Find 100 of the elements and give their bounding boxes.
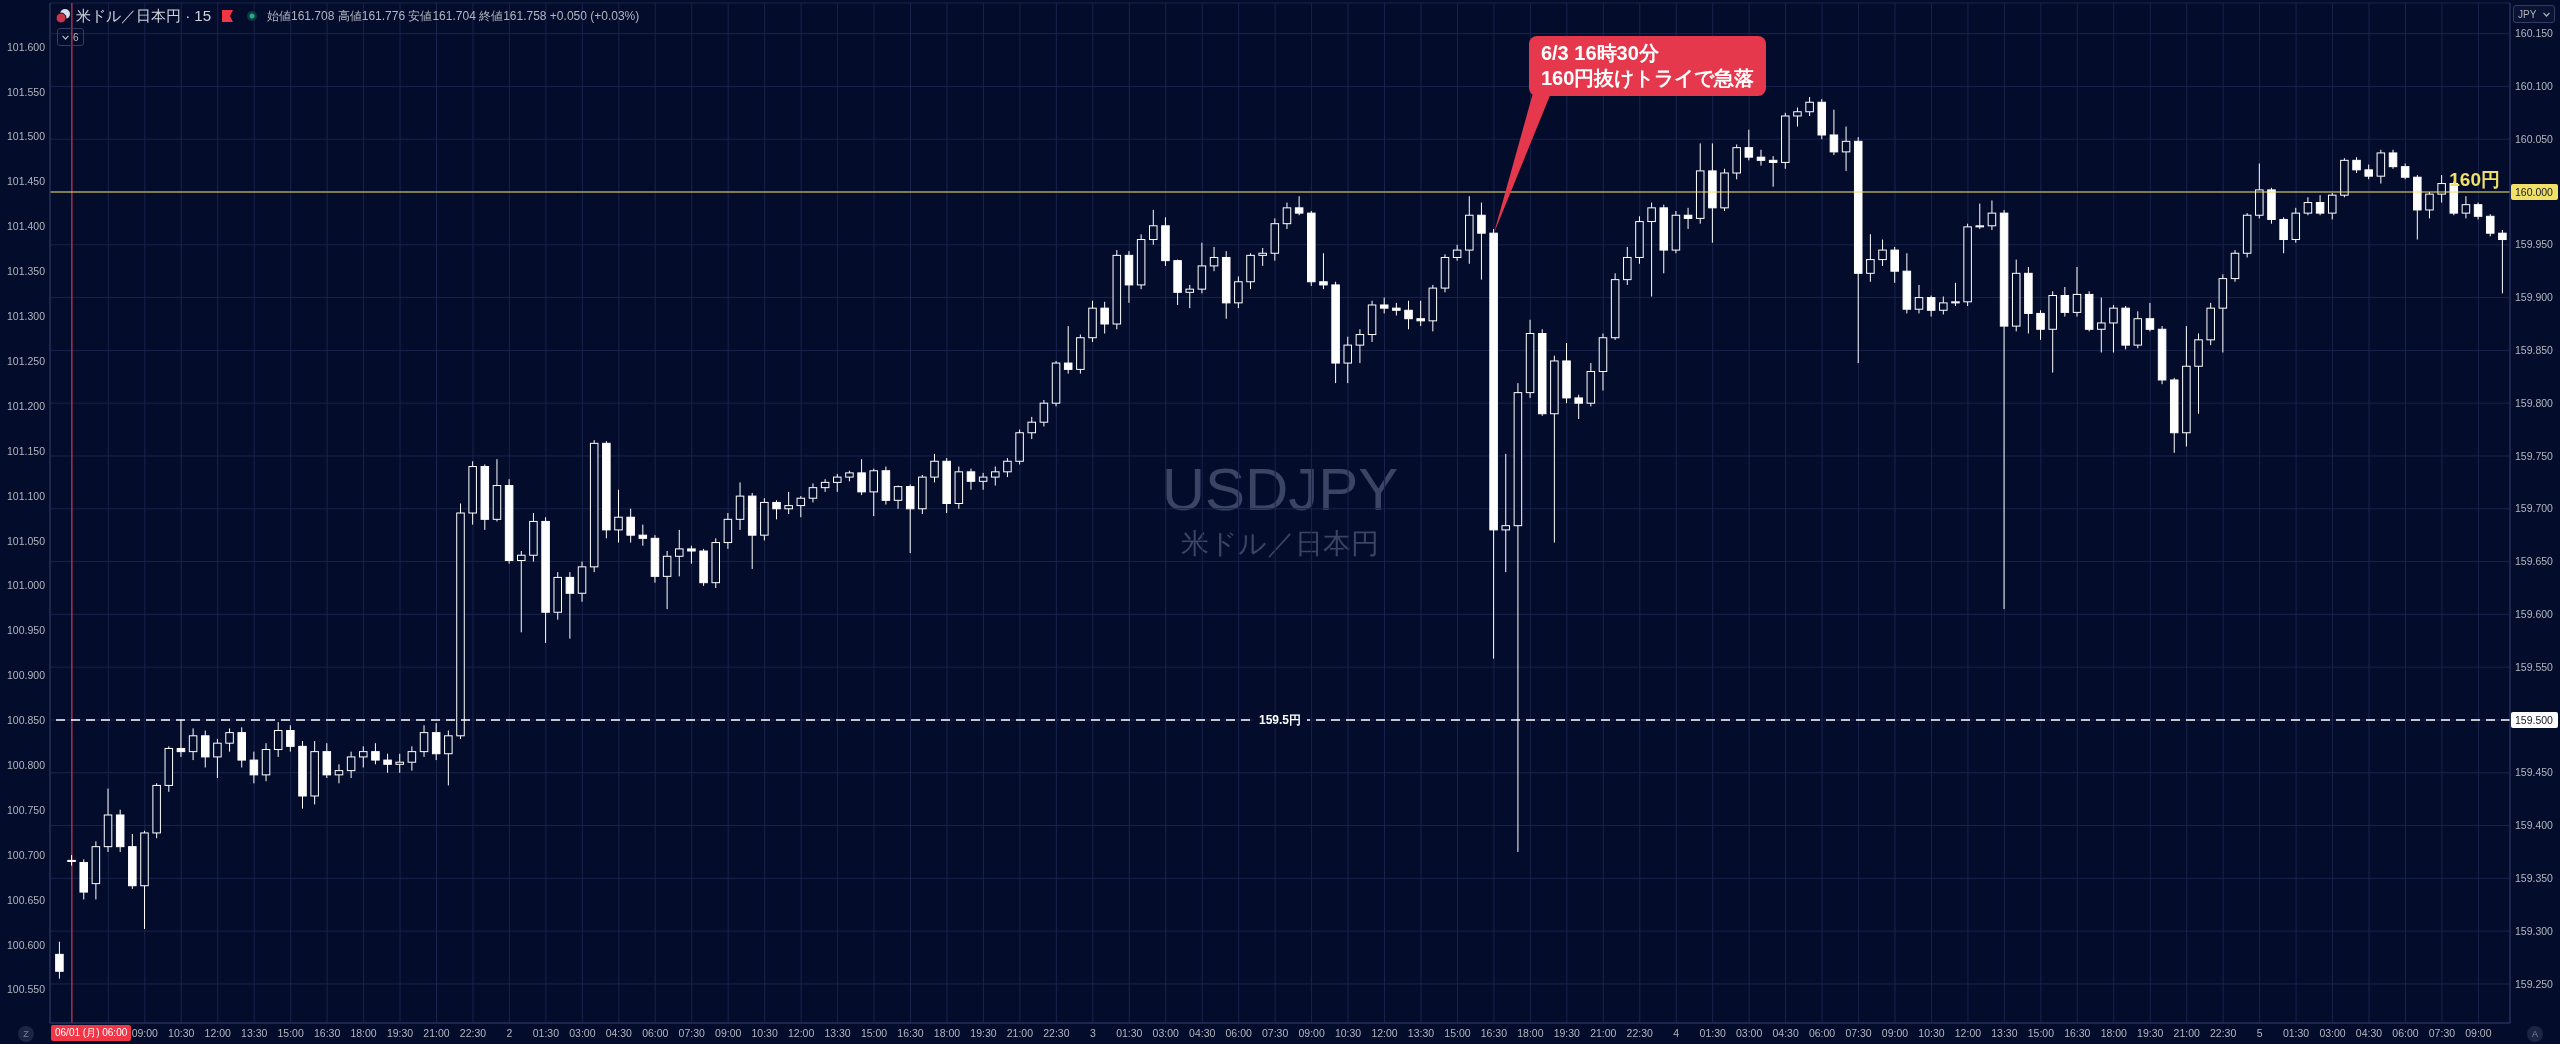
callout-box: 6/3 16時30分 160円抜けトライで急落 (1528, 36, 1767, 97)
x-tick-label: 09:00 (715, 1027, 742, 1039)
candlestick (1623, 246, 1632, 286)
x-tick-label: 01:30 (1116, 1027, 1143, 1039)
candlestick (2485, 213, 2495, 237)
y-tick-label: 159.750 (2515, 449, 2554, 462)
x-tick-label: 03:00 (569, 1027, 596, 1039)
x-tick-label: 15:00 (277, 1027, 304, 1039)
x-tick-label: 18:00 (933, 1027, 961, 1039)
candlestick (1003, 457, 1012, 478)
x-tick-label: 15:00 (1444, 1027, 1471, 1039)
x-tick-label: 19:30 (2137, 1027, 2164, 1039)
candlestick (1647, 202, 1656, 298)
y-tick-label: 159.550 (2515, 660, 2554, 673)
candlestick (662, 550, 672, 610)
y2-tick-label: 100.900 (7, 669, 46, 682)
candlestick (1209, 246, 1219, 272)
y2-tick-label: 101.550 (7, 85, 46, 98)
candlestick (2327, 192, 2337, 220)
annotation: USDJPY (1160, 456, 1400, 524)
candlestick (1234, 275, 1243, 309)
candlestick (1914, 284, 1924, 314)
candlestick (249, 751, 259, 784)
candlestick (1282, 202, 1292, 230)
y-tick-label: 159.850 (2515, 344, 2554, 357)
x-tick-label: 04:30 (1189, 1027, 1216, 1039)
candlestick (796, 495, 806, 518)
x-tick-label: 10:30 (168, 1027, 195, 1039)
y-tick-label: 159.250 (2515, 977, 2554, 990)
annotation: 6 (73, 31, 79, 43)
candlestick (1768, 155, 1778, 188)
candlestick (857, 458, 866, 496)
candlestick (1149, 209, 1158, 246)
candlestick (1185, 284, 1195, 309)
x-tick-label: 19:30 (386, 1027, 414, 1039)
x-tick-label: 19:30 (1553, 1027, 1581, 1039)
x-tick-label: 10:30 (1918, 1027, 1945, 1039)
x-tick-label: 03:00 (2319, 1027, 2346, 1039)
x-tick-label: 09:00 (1298, 1027, 1325, 1039)
candlestick (2097, 297, 2106, 353)
candlestick (1744, 129, 1754, 161)
candlestick (2060, 286, 2070, 318)
annotation: 6/3 16時30分 160円抜けトライで急落 (1540, 41, 1755, 92)
candlestick (407, 745, 417, 772)
x-tick-label: 01:30 (532, 1027, 560, 1039)
x-tick-label: 22:30 (459, 1027, 487, 1039)
candlestick (1343, 336, 1353, 384)
candlestick (675, 529, 684, 577)
y2-tick-label: 101.600 (7, 40, 46, 53)
x-tick-label: 12:00 (1371, 1027, 1398, 1039)
candlestick (1829, 109, 1839, 156)
x-tick-label: 12:00 (787, 1027, 815, 1039)
y2-tick-label: 101.150 (7, 444, 46, 457)
candlestick (2461, 195, 2471, 219)
annotation: 米ドル／日本円 (1180, 527, 1380, 561)
x-tick-label: 21:00 (1590, 1027, 1617, 1039)
y-tick-label: 160.050 (2515, 132, 2554, 145)
candlestick (1416, 300, 1425, 327)
candlestick (1574, 394, 1583, 420)
candlestick (1404, 300, 1413, 330)
y2-tick-label: 100.550 (7, 983, 46, 996)
x-tick-label: 21:00 (2173, 1027, 2200, 1039)
candlestick (334, 763, 344, 784)
y-tick-label: 159.400 (2515, 819, 2554, 832)
x-tick-label: 09:00 (1881, 1027, 1909, 1039)
candlestick (772, 499, 781, 520)
candlestick (565, 571, 575, 640)
y-tick-label: 159.350 (2515, 872, 2554, 885)
candlestick (1027, 416, 1037, 440)
y2-tick-label: 100.600 (7, 938, 46, 951)
candlestick (1683, 207, 1693, 230)
x-tick-label: 18:00 (350, 1027, 377, 1039)
y-tick-label: 159.900 (2515, 291, 2554, 304)
x-tick-label: 18:00 (1517, 1027, 1544, 1039)
y2-tick-label: 100.800 (7, 758, 46, 771)
y-tick-label: 159.450 (2515, 766, 2554, 779)
candlestick (978, 472, 988, 491)
candlestick (2072, 266, 2082, 318)
y-tick-label: 159.950 (2515, 238, 2554, 251)
candlestick (966, 468, 976, 491)
y2-tick-label: 100.850 (7, 714, 46, 727)
candlestick (1319, 252, 1328, 290)
candlestick (201, 730, 210, 768)
x-tick-label: 06:00 (1808, 1027, 1836, 1039)
y2-tick-label: 101.000 (7, 579, 46, 592)
candlestick (614, 489, 623, 544)
y2-tick-label: 100.700 (7, 848, 46, 861)
y-tick-label: 159.800 (2515, 396, 2554, 409)
x-tick-label: 07:30 (678, 1027, 706, 1039)
x-tick-label: 09:00 (2465, 1027, 2492, 1039)
ref-line-label: 06/01 (月) 06:00 (51, 1025, 132, 1041)
candlestick (383, 753, 392, 774)
candlestick (2036, 309, 2045, 341)
x-tick-label: 03:00 (1736, 1027, 1763, 1039)
y-tick-label: 159.700 (2515, 502, 2554, 515)
y2-tick-label: 101.250 (7, 354, 46, 367)
x-tick-label: 16:30 (313, 1027, 341, 1039)
x-tick-label: 22:30 (1043, 1027, 1070, 1039)
x-tick-label: 18:00 (2100, 1027, 2128, 1039)
circle-button: Z (18, 1026, 34, 1042)
